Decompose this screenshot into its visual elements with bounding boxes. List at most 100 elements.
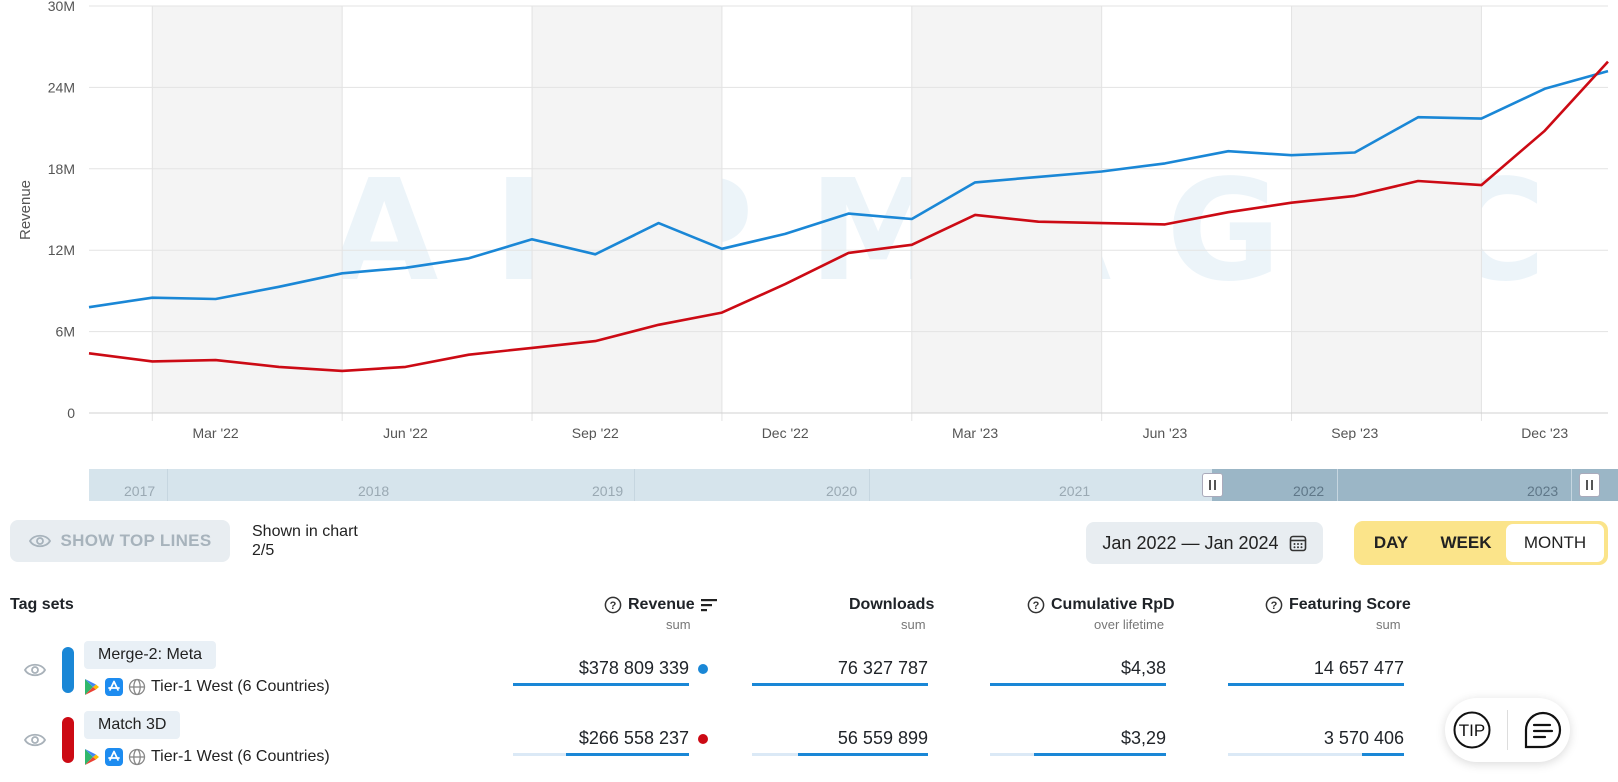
shown-in-chart-value: 2/5 bbox=[252, 542, 275, 559]
show-top-lines-button[interactable]: SHOW TOP LINES bbox=[10, 520, 230, 562]
period-month-button[interactable]: MONTH bbox=[1506, 524, 1604, 562]
globe-icon bbox=[128, 748, 146, 766]
navigator-selected-range[interactable] bbox=[1212, 469, 1618, 501]
series-dot bbox=[698, 664, 708, 674]
featuring-share-bar bbox=[1228, 753, 1404, 756]
downloads-value: 56 559 899 bbox=[837, 728, 928, 748]
y-tick-label: 18M bbox=[48, 161, 75, 177]
series-line-match-3d bbox=[88, 60, 1609, 373]
app-store-icon bbox=[105, 748, 123, 766]
region-label: Tier-1 West (6 Countries) bbox=[151, 748, 330, 765]
revenue-value: $378 809 339 bbox=[578, 658, 689, 678]
x-tick-label: Dec '23 bbox=[1521, 425, 1568, 440]
period-week-button[interactable]: WEEK bbox=[1440, 533, 1492, 552]
navigator-right-handle[interactable] bbox=[1579, 473, 1600, 497]
rpd-header-sub: over lifetime bbox=[1094, 617, 1165, 632]
revenue-share-bar bbox=[513, 683, 689, 686]
globe-icon bbox=[128, 678, 146, 696]
rpd-share-fill bbox=[990, 683, 1166, 686]
period-day-button[interactable]: DAY bbox=[1373, 533, 1409, 552]
series-dot bbox=[698, 734, 708, 744]
downloads-column-header[interactable]: Downloads bbox=[849, 596, 935, 613]
svg-text:?: ? bbox=[1033, 600, 1040, 612]
y-tick-label: 6M bbox=[56, 324, 75, 340]
table-row[interactable]: Match 3D Tier-1 West (6 Countrie bbox=[0, 710, 1618, 780]
revenue-share-bar bbox=[513, 753, 689, 756]
navigator-year: 2021 bbox=[1059, 483, 1091, 499]
navigator-left-handle[interactable] bbox=[1202, 473, 1223, 497]
rpd-share-bar bbox=[990, 683, 1166, 686]
help-icon[interactable]: ? bbox=[604, 596, 622, 614]
google-play-icon bbox=[85, 679, 99, 695]
y-tick-label: 12M bbox=[48, 242, 75, 258]
series-color-bar bbox=[62, 717, 74, 763]
shown-in-chart: Shown in chart 2/5 bbox=[252, 522, 358, 560]
date-range-picker[interactable]: Jan 2022 — Jan 2024 bbox=[1086, 522, 1323, 564]
svg-text:?: ? bbox=[1271, 600, 1278, 612]
y-axis-label: Revenue bbox=[17, 180, 34, 240]
eye-icon[interactable] bbox=[24, 662, 46, 678]
y-tick-label: 30M bbox=[48, 0, 75, 14]
x-tick-label: Mar '22 bbox=[192, 425, 238, 440]
downloads-share-fill bbox=[752, 683, 928, 686]
series-color-bar bbox=[62, 647, 74, 693]
calendar-icon bbox=[1289, 535, 1306, 552]
chart-band bbox=[1291, 6, 1482, 413]
revenue-header-label: Revenue bbox=[628, 596, 695, 613]
chart-band bbox=[532, 6, 722, 413]
floating-help-panel: TIP bbox=[1445, 698, 1570, 762]
navigator-year: 2020 bbox=[826, 483, 858, 499]
rpd-header-label: Cumulative RpD bbox=[1051, 596, 1175, 613]
y-tick-label: 24M bbox=[48, 79, 75, 95]
x-tick-label: Mar '23 bbox=[952, 425, 998, 440]
featuring-column-header[interactable]: ? Featuring Score bbox=[1265, 596, 1411, 614]
rpd-value: $4,38 bbox=[1120, 658, 1166, 678]
rpd-share-bar bbox=[990, 753, 1166, 756]
featuring-share-fill bbox=[1361, 753, 1404, 756]
rpd-column-header[interactable]: ? Cumulative RpD bbox=[1027, 596, 1175, 614]
series-line-merge-2-meta bbox=[88, 69, 1609, 309]
navigator-year: 2019 bbox=[592, 483, 624, 499]
featuring-share-fill bbox=[1228, 683, 1404, 686]
table-row[interactable]: Merge-2: Meta Tier-1 West (6 Cou bbox=[0, 640, 1618, 710]
x-tick-label: Sep '22 bbox=[572, 425, 619, 440]
featuring-header-label: Featuring Score bbox=[1289, 596, 1411, 613]
rpd-share-fill bbox=[1034, 753, 1166, 756]
platforms: Tier-1 West (6 Countries) bbox=[84, 748, 330, 766]
range-navigator[interactable]: 2017 2018 2019 2020 2021 2022 2023 bbox=[89, 469, 1618, 501]
chat-icon[interactable] bbox=[1523, 710, 1563, 750]
y-tick-label: 0 bbox=[67, 405, 75, 421]
show-top-lines-label: SHOW TOP LINES bbox=[60, 531, 212, 550]
tag-set-name[interactable]: Match 3D bbox=[84, 711, 181, 739]
chart-band bbox=[911, 6, 1102, 413]
downloads-share-fill bbox=[797, 753, 928, 756]
navigator-year: 2023 bbox=[1527, 483, 1559, 499]
help-icon[interactable]: ? bbox=[1027, 596, 1045, 614]
chart-svg: 0 6M 12M 18M 24M 30M Mar '22 Jun '22 Sep '22 Dec… bbox=[17, 0, 1609, 440]
rpd-value: $3,29 bbox=[1120, 728, 1166, 748]
downloads-share-bar bbox=[752, 753, 928, 756]
revenue-share-fill bbox=[513, 683, 689, 686]
help-icon[interactable]: ? bbox=[1265, 596, 1283, 614]
google-play-icon bbox=[85, 749, 99, 765]
featuring-value: 3 570 406 bbox=[1323, 728, 1404, 748]
shown-in-chart-label: Shown in chart bbox=[252, 523, 358, 540]
x-tick-label: Jun '23 bbox=[1143, 425, 1188, 440]
revenue-column-header[interactable]: ? Revenue bbox=[604, 596, 718, 614]
chart-band bbox=[152, 6, 343, 413]
featuring-value: 14 657 477 bbox=[1313, 658, 1404, 678]
tip-button[interactable]: TIP bbox=[1452, 710, 1492, 750]
sort-icon[interactable] bbox=[700, 598, 718, 612]
featuring-share-bar bbox=[1228, 683, 1404, 686]
downloads-value: 76 327 787 bbox=[837, 658, 928, 678]
period-switch: DAY WEEK MONTH bbox=[1354, 521, 1608, 565]
date-range-value: Jan 2022 — Jan 2024 bbox=[1102, 532, 1279, 553]
navigator-year: 2022 bbox=[1293, 483, 1325, 499]
tag-sets-header: Tag sets bbox=[10, 596, 74, 613]
tip-label: TIP bbox=[1459, 721, 1485, 740]
tag-set-name[interactable]: Merge-2: Meta bbox=[84, 641, 217, 669]
x-tick-label: Dec '22 bbox=[762, 425, 809, 440]
downloads-header-sub: sum bbox=[901, 617, 926, 632]
eye-icon[interactable] bbox=[24, 732, 46, 748]
